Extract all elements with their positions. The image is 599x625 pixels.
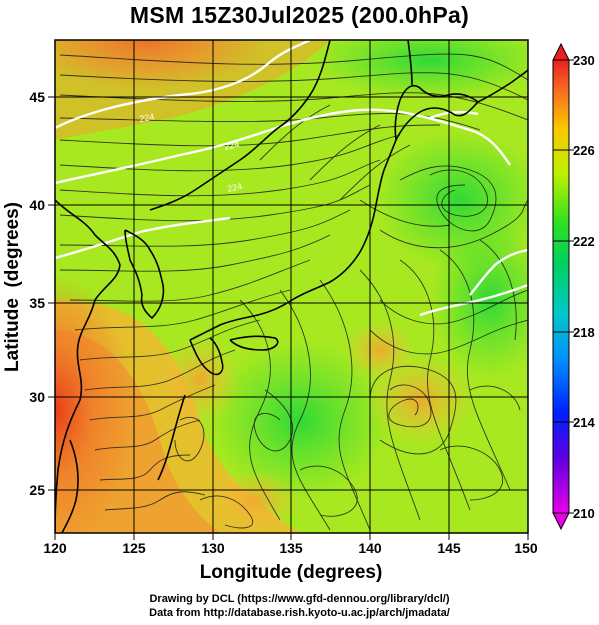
- y-tick-label: 35: [29, 295, 45, 311]
- x-tick-label: 125: [122, 540, 146, 556]
- graticule: [55, 40, 528, 533]
- colorbar-tick-label: 226: [573, 143, 595, 158]
- y-tick-label: 45: [29, 89, 45, 105]
- colorbar-lower-arrow: [552, 512, 570, 531]
- x-tick-label: 150: [514, 540, 538, 556]
- y-tick-label: 30: [29, 389, 45, 405]
- contour-label: 224: [226, 181, 243, 194]
- colorbar-scale: [552, 59, 570, 514]
- y-axis-label: Latitude (degrees): [2, 202, 23, 372]
- colorbar-tick-label: 218: [573, 325, 595, 340]
- x-tick-label: 145: [437, 540, 461, 556]
- x-tick-label: 135: [279, 540, 303, 556]
- x-tick-label: 140: [358, 540, 382, 556]
- x-tick-label: 130: [201, 540, 225, 556]
- wind-streamlines: [59, 53, 528, 531]
- colorbar-tick-label: 214: [573, 415, 595, 430]
- x-axis-label: Longitude (degrees): [200, 562, 383, 583]
- colorbar-tick-label: 230: [573, 53, 595, 68]
- chart-title: MSM 15Z30Jul2025 (200.0hPa): [129, 2, 470, 28]
- colorbar-tick-label: 210: [573, 506, 595, 521]
- contour-label: 224: [139, 112, 156, 124]
- colorbar: 210 214 218 222 226 230: [552, 42, 595, 531]
- colorbar-upper-arrow: [552, 42, 570, 61]
- y-tick-label: 25: [29, 482, 45, 498]
- temperature-field: 224 224 224: [55, 40, 528, 533]
- colorbar-tick-label: 222: [573, 234, 595, 249]
- coastlines: [55, 40, 528, 533]
- credit-data-source: Data from http://database.rish.kyoto-u.a…: [149, 607, 450, 619]
- credit-drawing: Drawing by DCL (https://www.gfd-dennou.o…: [149, 593, 450, 605]
- x-tick-label: 120: [43, 540, 67, 556]
- contour-label: 224: [223, 139, 240, 152]
- y-tick-label: 40: [29, 197, 45, 213]
- axis-ticks: [48, 96, 529, 540]
